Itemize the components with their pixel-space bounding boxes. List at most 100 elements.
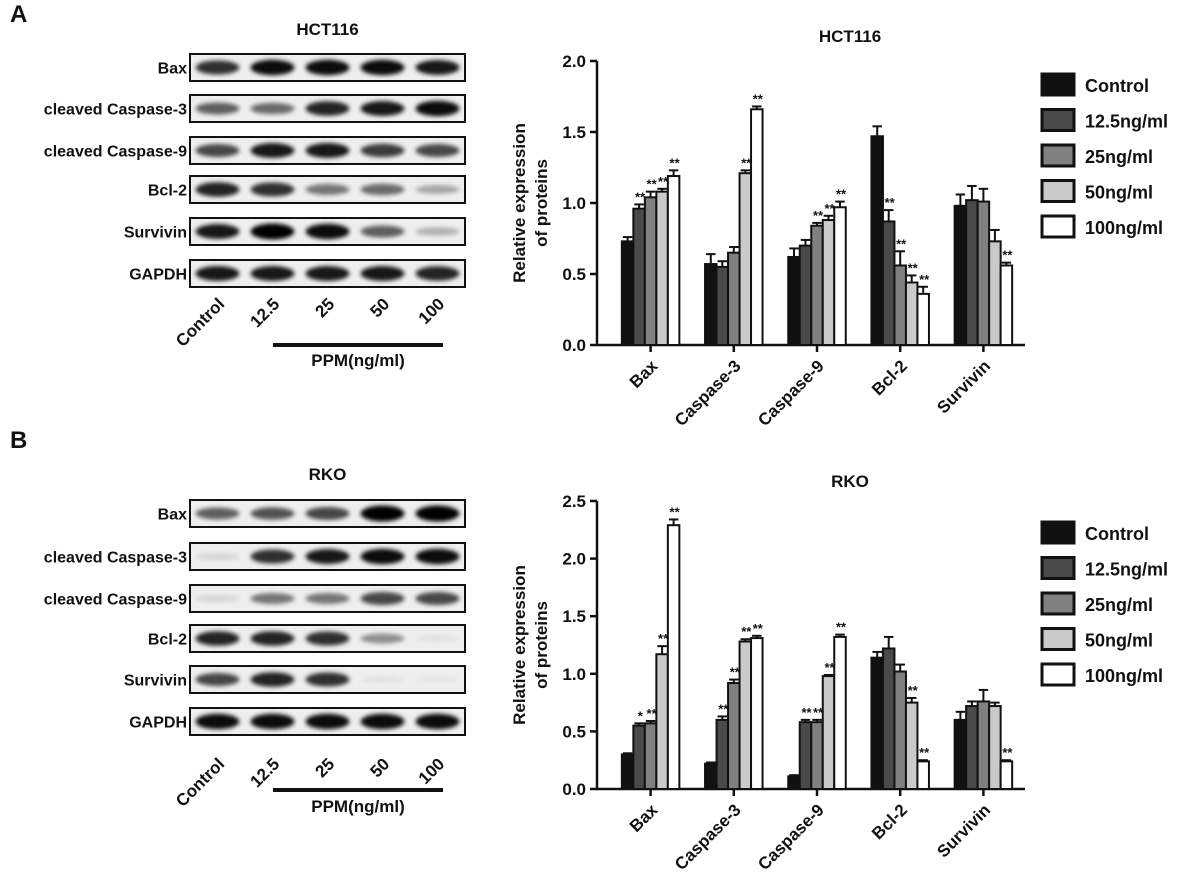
- legend-swatch: [1040, 627, 1076, 651]
- blot-band: [415, 227, 460, 236]
- significance-mark: **: [753, 621, 764, 636]
- significance-mark: **: [801, 705, 812, 720]
- y-axis-label: Relative expression: [510, 123, 529, 283]
- y-tick-label: 2.5: [562, 492, 586, 511]
- blot-band: [415, 144, 460, 157]
- blot-band: [195, 224, 240, 239]
- significance-mark: **: [718, 701, 729, 716]
- y-tick-label: 0.5: [562, 265, 586, 284]
- significance-mark: **: [824, 660, 835, 675]
- treatment-label: PPM(ng/ml): [311, 797, 405, 816]
- blot-band: [416, 676, 460, 682]
- blot-band: [415, 60, 460, 75]
- bar: [965, 199, 979, 346]
- blot-band: [415, 548, 460, 565]
- blot-band: [250, 549, 295, 564]
- significance-mark: **: [730, 665, 741, 680]
- blot-band: [415, 100, 460, 117]
- blot-row-label: GAPDH: [129, 267, 187, 284]
- bar: [620, 240, 635, 346]
- blot-row-label: cleaved Caspase-9: [44, 592, 187, 609]
- significance-mark: **: [647, 177, 658, 192]
- blot-band: [195, 553, 240, 560]
- blot-band: [305, 101, 350, 116]
- legend-label: 100ng/ml: [1085, 218, 1163, 238]
- blot-band: [250, 59, 295, 76]
- x-tick-label: Survivin: [933, 356, 994, 417]
- bar: [666, 175, 681, 346]
- blot-band: [250, 631, 295, 646]
- chart-title: RKO: [831, 472, 869, 491]
- blot-band: [360, 101, 405, 116]
- bar: [643, 722, 658, 790]
- lane-label: 25: [312, 294, 339, 321]
- bar: [988, 705, 1002, 791]
- bar: [727, 251, 741, 346]
- significance-mark: **: [1002, 248, 1013, 263]
- blot-row-label: Survivin: [124, 225, 187, 242]
- blot-band: [195, 102, 240, 115]
- bar: [715, 265, 730, 346]
- y-tick-label: 0.0: [562, 336, 586, 355]
- significance-mark: **: [824, 201, 835, 216]
- lane-label: 100: [415, 754, 448, 787]
- blot-band: [360, 225, 405, 238]
- x-tick-label: Bax: [626, 800, 662, 836]
- blot-band: [195, 266, 240, 281]
- blot-band: [250, 266, 295, 281]
- significance-mark: **: [741, 624, 752, 639]
- y-tick-label: 1.0: [562, 194, 586, 213]
- legend-label: 12.5ng/ml: [1085, 112, 1168, 132]
- treatment-label: PPM(ng/ml): [311, 351, 405, 370]
- blot-band: [360, 548, 405, 565]
- blot-row-label: GAPDH: [129, 715, 187, 732]
- legend-label: 25ng/ml: [1085, 147, 1153, 167]
- blot-row-label: Survivin: [124, 673, 187, 690]
- legend-swatch: [1040, 214, 1076, 239]
- blot-band: [360, 183, 405, 196]
- blot-row-label: Bcl-2: [148, 183, 187, 200]
- lane-label: 12.5: [246, 294, 283, 331]
- blot-band: [305, 266, 350, 281]
- blot-band: [415, 592, 460, 605]
- x-tick-label: Bcl-2: [868, 356, 911, 399]
- bar: [798, 244, 813, 347]
- significance-mark: **: [908, 683, 919, 698]
- legend-label: 12.5ng/ml: [1085, 560, 1168, 580]
- blot-band: [360, 633, 405, 644]
- x-tick-label: Survivin: [933, 800, 994, 861]
- bar: [904, 281, 919, 346]
- bar: [821, 219, 836, 346]
- bar: [965, 705, 979, 791]
- bar: [916, 292, 930, 347]
- blot-band: [195, 713, 240, 730]
- legend-label: 25ng/ml: [1085, 595, 1153, 615]
- significance-mark: **: [1002, 745, 1013, 760]
- bar: [953, 204, 968, 346]
- bar: [881, 220, 896, 347]
- y-axis-label: of proteins: [532, 601, 551, 689]
- blot-band: [360, 505, 405, 522]
- blot-band: [305, 713, 350, 730]
- blot-band: [195, 673, 240, 686]
- blot-band: [360, 266, 405, 281]
- blot-row-label: Bcl-2: [148, 632, 187, 649]
- blot-band: [195, 60, 240, 75]
- y-axis-label: Relative expression: [510, 565, 529, 725]
- bar: [655, 653, 669, 790]
- y-tick-label: 1.5: [562, 123, 586, 142]
- legend-label: 50ng/ml: [1085, 183, 1153, 203]
- blot-band: [250, 672, 295, 687]
- blot-band: [305, 593, 350, 604]
- legend-swatch: [1040, 556, 1076, 580]
- bar: [916, 760, 930, 790]
- blot-band: [250, 143, 295, 158]
- bar: [988, 240, 1002, 346]
- bar: [704, 263, 718, 346]
- significance-mark: **: [813, 208, 824, 223]
- lane-label: 12.5: [246, 754, 283, 791]
- y-axis-label: of proteins: [532, 159, 551, 247]
- blot-band: [195, 507, 240, 520]
- blot-band: [250, 593, 295, 604]
